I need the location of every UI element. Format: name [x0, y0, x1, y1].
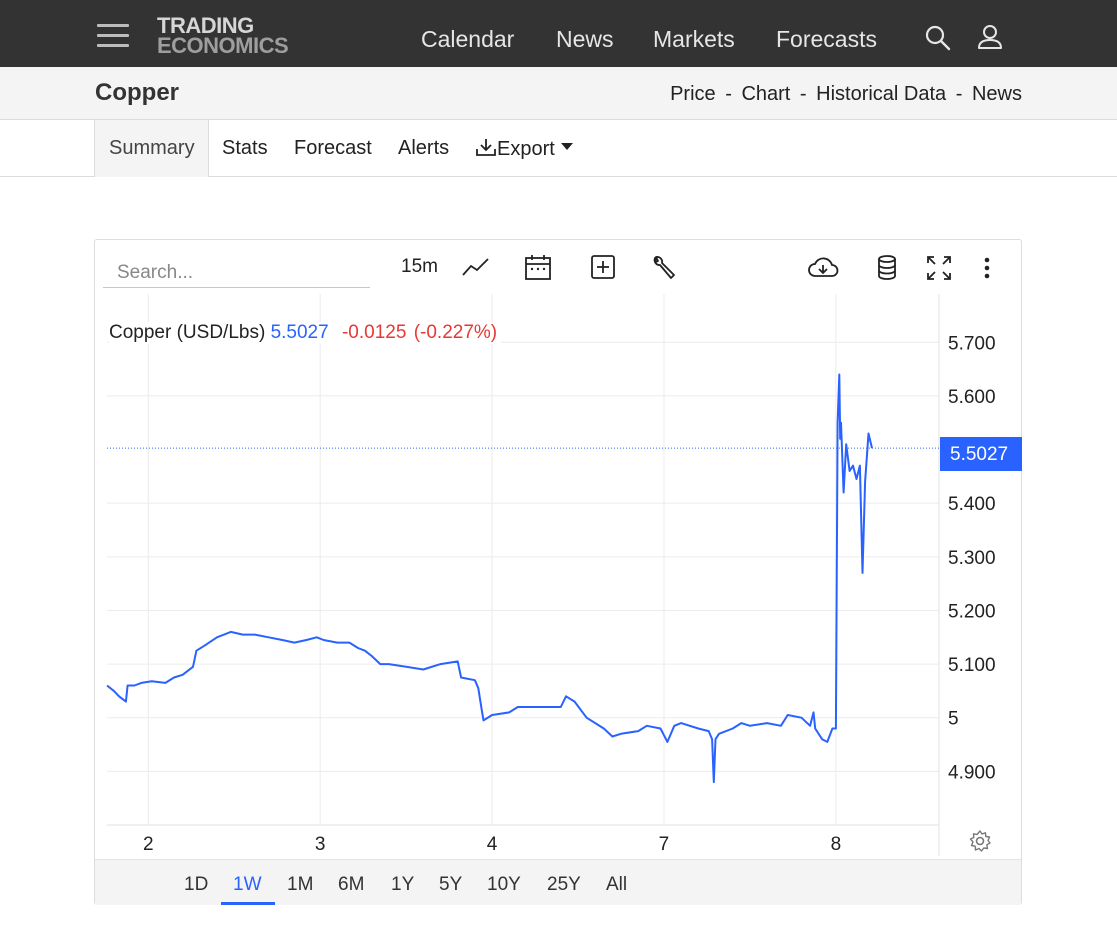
range-6m[interactable]: 6M — [338, 874, 365, 895]
tab-bar: Summary Stats Forecast Alerts Export — [0, 120, 1117, 177]
brand-logo[interactable]: TRADING ECONOMICS — [157, 13, 289, 58]
calendar-icon[interactable] — [524, 254, 552, 282]
nav-calendar[interactable]: Calendar — [421, 26, 515, 52]
breadcrumb-news[interactable]: News — [971, 83, 1022, 105]
tab-forecast[interactable]: Forecast — [294, 137, 372, 159]
range-5y[interactable]: 5Y — [439, 874, 463, 895]
breadcrumb-historical-data[interactable]: Historical Data — [816, 83, 947, 105]
symbol-search-input[interactable] — [103, 258, 370, 288]
breadcrumb-separator: - — [725, 83, 732, 105]
legend-symbol-name: Copper (USD/Lbs) — [109, 322, 266, 343]
y-tick-label: 4.900 — [948, 762, 996, 783]
caret-down-icon — [561, 143, 574, 150]
interval-selector[interactable]: 15m — [401, 256, 438, 277]
title-bar: Copper Price - Chart - Historical Data -… — [0, 67, 1117, 120]
active-range-indicator — [221, 902, 275, 905]
tab-export[interactable]: Export — [475, 120, 574, 177]
range-1y[interactable]: 1Y — [391, 874, 415, 895]
logo-line-1: TRADING — [157, 13, 254, 38]
range-1w[interactable]: 1W — [233, 874, 262, 895]
x-tick-label: 7 — [659, 834, 670, 855]
page-title: Copper — [95, 79, 179, 106]
x-tick-label: 3 — [315, 834, 326, 855]
nav-markets[interactable]: Markets — [653, 26, 735, 52]
tab-alerts[interactable]: Alerts — [398, 137, 450, 159]
hamburger-menu-icon[interactable] — [97, 24, 131, 48]
legend-change: -0.0125 — [341, 322, 407, 343]
range-10y[interactable]: 10Y — [487, 874, 521, 895]
export-label: Export — [497, 138, 555, 160]
breadcrumb-separator: - — [955, 83, 963, 105]
legend-price: 5.5027 — [270, 322, 329, 343]
y-tick-label: 5.100 — [948, 655, 996, 676]
logo-line-2: ECONOMICS — [157, 33, 289, 58]
time-range-bar: 1D 1W 1M 6M 1Y 5Y 10Y 25Y All — [95, 859, 1021, 905]
chart-type-line-icon[interactable] — [461, 254, 491, 280]
nav-forecasts[interactable]: Forecasts — [776, 26, 877, 52]
tab-summary[interactable]: Summary — [94, 120, 209, 177]
wrench-settings-icon[interactable] — [650, 254, 676, 282]
x-tick-label: 2 — [143, 834, 154, 855]
x-tick-label: 8 — [831, 834, 842, 855]
add-indicator-icon[interactable] — [590, 254, 616, 280]
breadcrumb-price[interactable]: Price — [670, 83, 716, 105]
x-tick-label: 4 — [487, 834, 498, 855]
breadcrumb-chart[interactable]: Chart — [741, 83, 791, 105]
search-icon[interactable] — [924, 24, 952, 52]
chart-panel: 15m 5.700 5.600 5.400 5.300 5.200 5.100 5 4.900… — [94, 239, 1022, 905]
y-tick-label: 5.600 — [948, 387, 996, 408]
gear-icon[interactable] — [968, 829, 992, 853]
range-all[interactable]: All — [606, 874, 628, 895]
nav-news[interactable]: News — [556, 26, 614, 52]
top-navbar: TRADING ECONOMICS Calendar News Markets … — [0, 0, 1117, 67]
price-chart[interactable]: 5.700 5.600 5.400 5.300 5.200 5.100 5 4.900 2 3 4 7… — [95, 240, 1021, 860]
cloud-download-icon[interactable] — [807, 254, 839, 282]
range-1m[interactable]: 1M — [287, 874, 314, 895]
y-tick-label: 5.700 — [948, 333, 996, 354]
legend-change-percent: (-0.227%) — [413, 322, 498, 343]
breadcrumb-separator: - — [799, 83, 807, 105]
user-account-icon[interactable] — [977, 24, 1003, 52]
download-icon — [476, 139, 496, 156]
breadcrumb: Price - Chart - Historical Data - News — [670, 83, 1022, 106]
y-tick-label: 5.300 — [948, 548, 996, 569]
more-options-icon[interactable] — [981, 254, 993, 282]
tab-stats[interactable]: Stats — [222, 137, 268, 159]
last-price-label: 5.5027 — [940, 437, 1022, 471]
y-tick-label: 5.200 — [948, 601, 996, 622]
y-tick-label: 5.400 — [948, 494, 996, 515]
chart-legend: Copper (USD/Lbs) 5.5027 -0.0125 (-0.227%… — [109, 322, 502, 344]
range-25y[interactable]: 25Y — [547, 874, 581, 895]
range-1d[interactable]: 1D — [184, 874, 209, 895]
y-tick-label: 5 — [948, 709, 959, 730]
fullscreen-icon[interactable] — [925, 254, 953, 282]
database-icon[interactable] — [876, 254, 898, 282]
price-series-line — [106, 373, 873, 784]
